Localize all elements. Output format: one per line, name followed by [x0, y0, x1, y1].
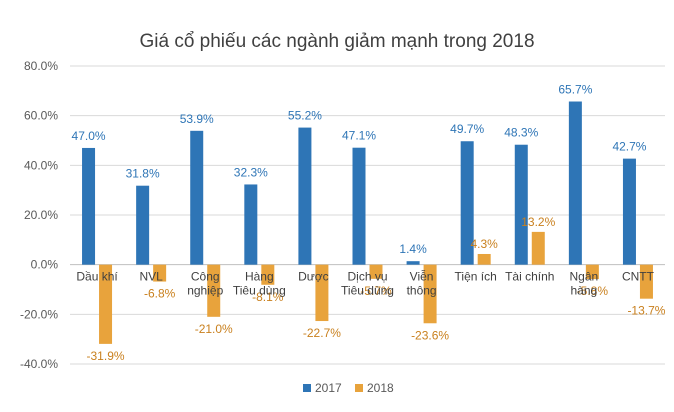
legend-swatch-2018 — [355, 384, 363, 392]
data-label-2018-2: -21.0% — [195, 322, 233, 336]
bar-2017-7 — [460, 141, 474, 265]
data-label-2018-5: -5.7% — [360, 284, 392, 298]
data-label-2018-7: 4.3% — [471, 237, 499, 251]
y-tick-label: 40.0% — [24, 158, 58, 172]
legend-label-2018: 2018 — [367, 381, 394, 395]
chart-title: Giá cổ phiếu các ngành giảm mạnh trong 2… — [139, 31, 534, 52]
bar-2018-10 — [639, 264, 653, 299]
y-tick-label: -40.0% — [20, 357, 58, 371]
data-label-2017-6: 1.4% — [399, 242, 427, 256]
data-label-2018-9: -5.8% — [577, 284, 609, 298]
data-label-2018-10: -13.7% — [627, 304, 665, 318]
bar-2018-7 — [477, 253, 491, 265]
y-tick-label: 80.0% — [24, 59, 58, 73]
category-label: Dầu khí — [76, 270, 118, 284]
bar-2017-1 — [136, 185, 150, 265]
bars — [82, 101, 653, 344]
bar-2018-6 — [423, 264, 437, 324]
legend: 2017 2018 — [303, 381, 394, 395]
bar-2017-3 — [244, 184, 258, 265]
category-label: Tài chính — [505, 270, 554, 284]
category-label: hàng — [571, 284, 598, 298]
data-label-2017-10: 42.7% — [612, 140, 646, 154]
category-label: CNTT — [622, 270, 655, 284]
data-label-2017-5: 47.1% — [342, 129, 376, 143]
data-label-2017-2: 53.9% — [180, 112, 214, 126]
category-label: Tiêu dùng — [233, 284, 286, 298]
bar-2017-2 — [190, 130, 204, 265]
category-label: thông — [407, 284, 437, 298]
bar-2017-0 — [82, 147, 96, 265]
data-labels: 47.0% -31.9% 31.8% -6.8% 53.9% -21.0% 32.3% -8.… — [72, 83, 666, 363]
bar-2018-3 — [261, 264, 275, 285]
data-label-2018-6: -23.6% — [411, 328, 449, 342]
data-label-2017-9: 65.7% — [558, 83, 592, 97]
bar-2018-4 — [315, 264, 329, 322]
bar-2018-1 — [153, 264, 167, 282]
bar-2017-4 — [298, 127, 312, 265]
bar-2017-5 — [352, 147, 366, 265]
data-label-2017-8: 48.3% — [504, 126, 538, 140]
category-label: Dược — [298, 270, 329, 284]
bar-2018-2 — [207, 264, 221, 317]
data-label-2018-1: -6.8% — [144, 287, 176, 301]
bar-2018-0 — [99, 264, 113, 344]
gridlines — [70, 65, 665, 365]
category-label: NVL — [139, 270, 163, 284]
y-tick-label: 60.0% — [24, 109, 58, 123]
data-label-2018-3: -8.1% — [252, 290, 284, 304]
category-label: Ngân — [570, 270, 599, 284]
legend-label-2017: 2017 — [315, 381, 342, 395]
data-label-2018-8: 13.2% — [521, 215, 555, 229]
y-tick-label: 0.0% — [31, 258, 59, 272]
bar-2017-9 — [568, 101, 582, 265]
data-label-2017-0: 47.0% — [72, 129, 106, 143]
y-axis-ticks: 80.0% 60.0% 40.0% 20.0% 0.0% -20.0% -40.0% — [20, 59, 58, 371]
category-label: Dịch vụ — [347, 270, 387, 284]
legend-swatch-2017 — [303, 384, 311, 392]
y-tick-label: -20.0% — [20, 307, 58, 321]
y-tick-label: 20.0% — [24, 208, 58, 222]
data-label-2017-1: 31.8% — [126, 167, 160, 181]
category-label: Tiện ích — [455, 270, 497, 284]
category-label: nghiệp — [187, 284, 223, 298]
bar-2017-8 — [514, 144, 528, 265]
category-label: Tiêu dùng — [341, 284, 394, 298]
bar-2018-8 — [531, 231, 545, 265]
data-label-2018-4: -22.7% — [303, 326, 341, 340]
category-label: Hàng — [245, 270, 274, 284]
category-label: Viễn — [410, 269, 434, 284]
data-label-2017-7: 49.7% — [450, 122, 484, 136]
category-label: Công — [191, 270, 220, 284]
bar-2017-10 — [622, 158, 636, 265]
bar-2018-9 — [585, 264, 599, 280]
bar-2018-5 — [369, 264, 383, 279]
data-label-2018-0: -31.9% — [87, 349, 125, 363]
data-label-2017-3: 32.3% — [234, 165, 268, 179]
bar-2017-6 — [406, 261, 420, 265]
data-label-2017-4: 55.2% — [288, 109, 322, 123]
